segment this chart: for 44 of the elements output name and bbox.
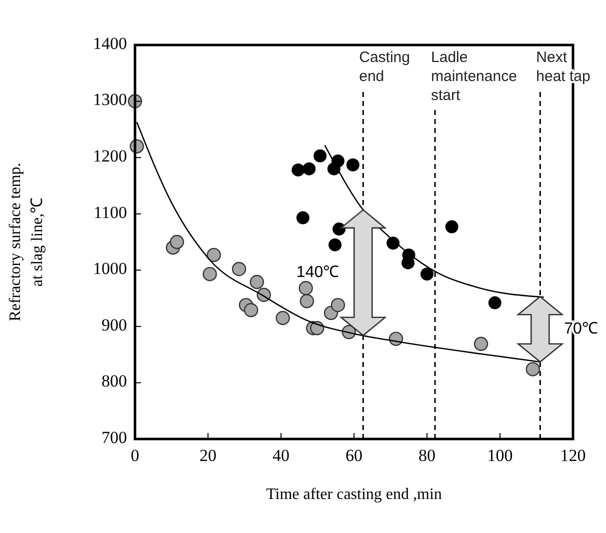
y-tick-label: 900 xyxy=(102,315,127,334)
point xyxy=(300,294,314,308)
y-tick-label: 1300 xyxy=(93,90,127,110)
ref-line-label: Casting end xyxy=(359,49,410,85)
point xyxy=(296,211,310,224)
point xyxy=(445,220,458,234)
y-tick-label: 1400 xyxy=(93,34,127,53)
point xyxy=(488,296,502,310)
x-tick-label: 40 xyxy=(272,446,290,465)
point xyxy=(292,163,305,176)
annotation: 140℃ xyxy=(296,264,340,282)
x-tick-label: 60 xyxy=(346,446,362,465)
point xyxy=(328,238,342,252)
point xyxy=(420,268,434,281)
point xyxy=(276,310,290,326)
y-axis-title: Refractory surface temp. at slag line,℃ xyxy=(7,162,46,322)
point xyxy=(331,154,344,168)
point xyxy=(332,222,346,236)
point xyxy=(202,266,217,282)
point xyxy=(402,256,415,270)
y-tick-label: 1200 xyxy=(93,146,127,166)
point xyxy=(170,234,184,250)
point xyxy=(474,336,488,351)
x-tick-label: 20 xyxy=(200,446,216,465)
point xyxy=(314,149,327,162)
point xyxy=(346,158,360,172)
point xyxy=(302,162,316,176)
point xyxy=(526,362,540,376)
point xyxy=(330,298,346,312)
y-tick-label: 800 xyxy=(102,372,127,391)
point xyxy=(298,281,313,296)
y-tick-label: 700 xyxy=(102,428,127,447)
x-tick-label: 0 xyxy=(130,446,140,465)
x-axis-title: Time after casting end ,min xyxy=(266,486,442,503)
ref-line-label: Ladle maintenance start xyxy=(431,49,517,104)
point xyxy=(232,262,246,276)
x-tick-label: 80 xyxy=(418,446,436,465)
point xyxy=(206,248,221,262)
point xyxy=(244,303,258,318)
x-tick-label: 120 xyxy=(560,446,586,465)
y-tick-label: 1000 xyxy=(93,259,127,278)
point xyxy=(250,274,264,290)
x-tick-label: 100 xyxy=(487,446,513,465)
y-tick-label: 1100 xyxy=(94,202,127,222)
